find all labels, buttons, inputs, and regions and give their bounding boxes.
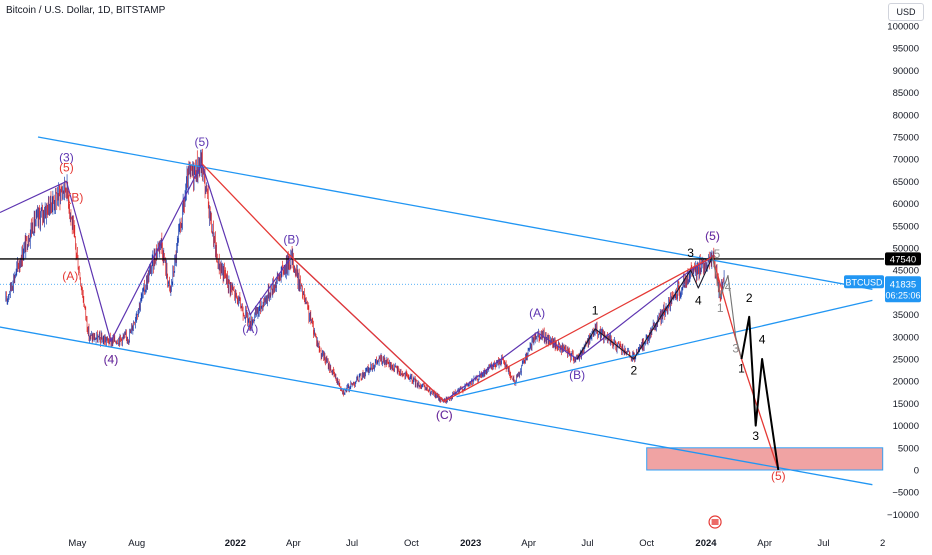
price-tick-label: 90000 [893, 66, 919, 77]
current-price-label: 41835 [890, 279, 916, 290]
wave-label: 3 [732, 341, 739, 355]
time-tick-label: 2 [880, 538, 885, 549]
wave-label: (5) [705, 229, 720, 243]
price-tick-label: 25000 [893, 355, 919, 366]
time-axis: May Aug 2022 Apr Jul Oct 2023 Apr Jul Oct 2024 Apr J… [68, 538, 885, 549]
wave-label: 3 [687, 246, 694, 260]
time-tick-label: Apr [521, 538, 536, 549]
plot-area [5, 148, 884, 471]
symbol-label: BTCUSD [845, 277, 883, 287]
time-tick-label: Oct [639, 538, 654, 549]
time-tick-label: Jul [817, 538, 829, 549]
time-tick-label: 2022 [225, 538, 246, 549]
chart-title: Bitcoin / U.S. Dollar, 1D, BITSTAMP [6, 5, 166, 16]
wave-label: 3 [752, 429, 759, 443]
price-tick-label: 70000 [893, 155, 919, 166]
wave-label: 2 [746, 291, 753, 305]
wave-label: (5) [194, 135, 209, 149]
countdown-label: 06:25:06 [885, 290, 920, 300]
wave-label: (C) [436, 408, 453, 422]
time-tick-label: May [68, 538, 86, 549]
wave-label: 1 [717, 301, 724, 315]
price-tick-label: 100000 [887, 22, 919, 33]
wave-label: (B) [569, 368, 585, 382]
price-tick-label: 30000 [893, 332, 919, 343]
time-tick-label: Apr [286, 538, 301, 549]
wave-label: 4 [759, 333, 766, 347]
wave-label: 1 [592, 304, 599, 318]
gray-subwave-line [711, 256, 743, 360]
price-tick-label: 85000 [893, 88, 919, 99]
black-projection-line [740, 315, 780, 471]
resistance-price-label: 47540 [890, 254, 916, 265]
time-tick-label: 2023 [460, 538, 481, 549]
candles [5, 148, 725, 404]
wave-label: (4) [104, 352, 119, 366]
price-tick-label: 45000 [893, 266, 919, 277]
red-wave-line [201, 163, 779, 471]
price-tick-label: 35000 [893, 310, 919, 321]
wave-label: (B) [283, 233, 299, 247]
wave-label: (4) [104, 352, 119, 366]
time-tick-label: Oct [404, 538, 419, 549]
wave-label: (A) [242, 322, 258, 336]
price-tick-label: −10000 [887, 510, 919, 521]
price-tick-label: 95000 [893, 44, 919, 55]
price-tick-label: 15000 [893, 399, 919, 410]
time-tick-label: Apr [757, 538, 772, 549]
black-subwave-line [576, 256, 714, 360]
time-tick-label: Jul [581, 538, 593, 549]
channel-lower-line [0, 326, 873, 486]
price-tick-label: 20000 [893, 377, 919, 388]
wave-label: 2 [630, 364, 637, 378]
price-tick-label: −5000 [892, 488, 919, 499]
price-tick-label: 80000 [893, 110, 919, 121]
price-tick-label: 60000 [893, 199, 919, 210]
price-tick-label: 10000 [893, 421, 919, 432]
price-tick-label: 55000 [893, 221, 919, 232]
currency-button[interactable]: USD [888, 3, 924, 21]
symbol-badge [844, 275, 884, 289]
wave-label: 5 [714, 247, 721, 261]
wave-label: (3) [59, 150, 74, 164]
price-tick-label: 50000 [893, 244, 919, 255]
wave-label: (5) [59, 161, 74, 175]
wave-label: 4 [725, 280, 732, 294]
price-tick-label: 5000 [898, 443, 919, 454]
price-tick-label: 75000 [893, 133, 919, 144]
time-tick-label: 2024 [695, 538, 717, 549]
wave-labels: (3)(5)(B)(A)(4)(4)(5)(B)(A)(C)(C)(A)(B)1… [59, 135, 786, 483]
channel-upper-line [37, 136, 873, 290]
price-tick-label: 0 [914, 466, 919, 477]
wave-label: (C) [436, 408, 453, 422]
wave-label: (A) [529, 306, 545, 320]
wave-label: (5) [705, 229, 720, 243]
wave-label: 1 [738, 361, 745, 375]
current-price-badge [885, 276, 921, 303]
price-axis: 1000009500090000850008000075000700006500… [844, 22, 921, 521]
wave-label: (5) [771, 469, 786, 483]
lower-trend-line [456, 299, 873, 398]
lines-layer [0, 136, 884, 486]
resistance-price-badge [885, 252, 921, 266]
target-zone [646, 447, 884, 471]
wave-label: (B) [67, 190, 83, 204]
wave-label: (A) [62, 269, 78, 283]
event-flag-icon-inner [711, 519, 719, 525]
time-tick-label: Jul [346, 538, 358, 549]
wave-label: 4 [695, 293, 702, 307]
time-tick-label: Aug [128, 538, 145, 549]
price-tick-label: 65000 [893, 177, 919, 188]
